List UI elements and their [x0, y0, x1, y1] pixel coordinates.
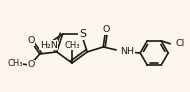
Text: CH₃: CH₃ — [64, 40, 80, 49]
Text: NH: NH — [120, 47, 134, 56]
Text: CH₃: CH₃ — [7, 59, 23, 68]
Text: O: O — [27, 36, 34, 45]
Text: H₂N: H₂N — [40, 41, 58, 50]
Text: O: O — [27, 60, 34, 69]
Text: Cl: Cl — [175, 39, 184, 48]
Text: S: S — [79, 29, 86, 39]
Text: O: O — [103, 25, 110, 34]
